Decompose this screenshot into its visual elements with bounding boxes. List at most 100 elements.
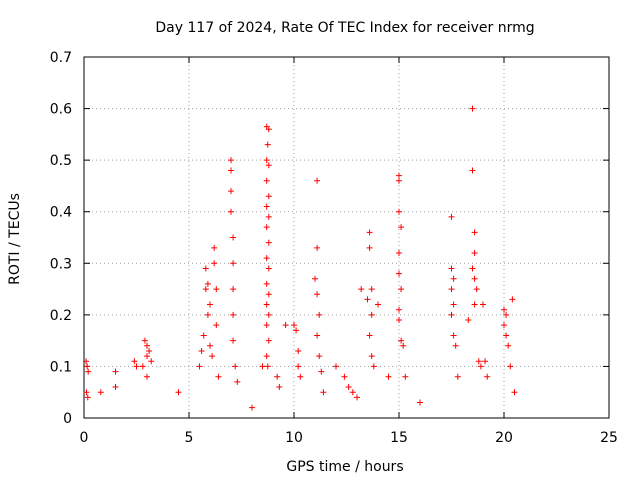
data-point [146,347,153,354]
data-point [450,275,457,282]
data-point [320,389,327,396]
data-point [341,373,348,380]
axis-ticks [83,56,610,419]
data-point [144,353,150,360]
data-point [263,224,270,231]
data-point [448,213,455,220]
x-tick-label: 5 [185,430,194,446]
data-point [501,306,507,313]
y-tick-label: 0.2 [50,308,72,324]
data-point [264,141,271,148]
data-point [263,280,270,287]
data-point [265,193,272,200]
x-tick-label: 20 [495,430,513,446]
data-point [316,311,323,318]
data-point [452,342,459,349]
data-point [97,389,104,396]
data-point [507,363,514,370]
data-point [263,353,270,360]
data-point [450,332,457,339]
data-point [202,286,209,293]
data-point [375,301,381,308]
data-point [368,311,375,318]
data-point [230,311,237,318]
data-point [228,188,234,195]
data-point [293,327,300,334]
data-point [112,384,119,391]
data-point [263,322,270,329]
data-point [274,373,281,380]
data-point [228,208,234,215]
data-point [207,342,213,349]
data-point [196,363,203,370]
data-point [133,363,140,370]
data-point [354,394,360,401]
data-point [230,260,237,267]
data-point [396,249,402,256]
plot-border [83,56,610,419]
data-point [263,157,270,164]
data-point [396,306,402,313]
data-point [265,213,272,220]
data-point [148,358,155,365]
grid-lines [84,57,609,418]
data-point [213,322,220,329]
data-point [448,311,455,318]
data-point [471,229,478,236]
y-tick-label: 0.6 [50,102,72,118]
x-tick-label: 25 [600,430,618,446]
data-point [144,373,150,380]
x-axis-label: GPS time / hours [286,459,403,475]
data-point [228,157,234,164]
data-point [471,275,478,282]
data-point [211,244,218,251]
data-point [234,378,241,385]
y-tick-label: 0.7 [50,50,72,66]
data-point [465,317,472,324]
data-point [385,373,392,380]
data-point [358,286,365,293]
data-point [228,167,234,174]
data-point [265,311,272,318]
data-point [265,126,272,133]
data-point [131,358,138,365]
data-point [314,332,321,339]
data-point [291,322,297,329]
data-points [83,105,518,411]
data-point [396,317,402,324]
data-point [282,322,289,329]
data-point [265,265,272,272]
data-point [448,286,455,293]
data-point [400,342,407,349]
data-point [477,363,484,370]
data-point [295,347,302,354]
data-point [398,224,405,231]
data-point [230,234,237,241]
data-point [345,384,352,391]
data-point [314,244,321,251]
data-point [144,342,150,349]
x-tick-label: 10 [285,430,303,446]
data-point [139,363,146,370]
data-point [175,389,182,396]
data-point [471,249,478,256]
data-point [482,358,489,365]
data-point [398,337,405,344]
data-point [276,384,283,391]
y-tick-label: 0.5 [50,153,72,169]
data-point [316,353,323,360]
data-point [312,275,318,282]
y-tick-label: 0.1 [50,359,72,375]
data-point [207,301,213,308]
data-point [364,296,371,303]
data-point [314,291,321,298]
data-point [469,167,476,174]
data-point [265,239,272,246]
data-point [509,296,516,303]
data-point [265,162,272,169]
plot-frame [83,56,610,419]
data-point [417,399,423,406]
data-point [511,389,518,396]
data-point [249,404,255,411]
